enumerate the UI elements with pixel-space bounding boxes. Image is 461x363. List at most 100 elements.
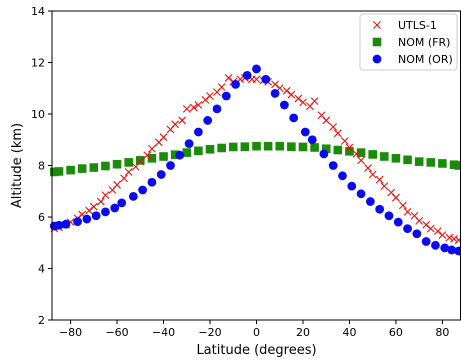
data-point <box>228 142 238 152</box>
data-point <box>184 139 194 149</box>
y-tick-label: 12 <box>31 57 45 70</box>
data-point <box>368 150 377 159</box>
data-point <box>345 147 354 156</box>
data-point <box>380 182 389 190</box>
data-point <box>380 152 389 161</box>
data-point <box>310 143 319 152</box>
data-point <box>271 80 279 89</box>
x-tick-label: 60 <box>389 326 403 339</box>
data-point <box>364 164 372 172</box>
data-point <box>310 97 319 106</box>
legend-marker <box>372 54 382 64</box>
data-point <box>445 233 454 242</box>
data-point <box>263 141 273 151</box>
x-axis-label: Latitude (degrees) <box>196 343 316 358</box>
data-point <box>138 185 148 195</box>
data-point <box>205 144 215 154</box>
data-point <box>352 150 361 158</box>
data-point <box>252 141 261 151</box>
data-point <box>454 161 461 170</box>
data-point <box>201 95 210 104</box>
legend-label: NOM (FR) <box>398 36 450 49</box>
data-point <box>431 240 440 250</box>
legend-marker <box>373 21 381 29</box>
data-point <box>368 170 377 179</box>
data-point <box>333 145 343 155</box>
data-point <box>194 101 203 109</box>
data-point <box>61 219 71 229</box>
y-tick-label: 4 <box>38 263 45 276</box>
data-point <box>212 104 222 114</box>
data-point <box>375 204 385 214</box>
data-point <box>340 137 349 145</box>
data-point <box>252 64 261 74</box>
data-point <box>282 86 291 95</box>
data-point <box>159 133 168 142</box>
data-point <box>171 120 180 129</box>
data-point <box>136 156 145 165</box>
data-point <box>447 245 457 255</box>
data-point <box>50 167 59 177</box>
data-point <box>414 157 424 166</box>
x-axis-ticks: −80 −60 −40 −20 0 20 40 60 80 <box>59 320 449 339</box>
data-point <box>128 192 138 201</box>
data-point <box>91 211 101 221</box>
data-point <box>143 151 152 160</box>
data-point <box>194 127 203 137</box>
data-point <box>392 193 400 202</box>
data-point <box>426 224 435 233</box>
data-point <box>403 207 412 216</box>
data-point <box>329 122 338 131</box>
y-tick-label: 8 <box>38 160 45 173</box>
data-point <box>279 100 289 110</box>
data-point <box>113 180 121 189</box>
data-point <box>438 159 447 168</box>
data-point <box>110 203 120 213</box>
data-point <box>357 156 365 165</box>
data-point <box>189 103 198 112</box>
x-tick-label: −40 <box>152 326 175 339</box>
data-point <box>298 142 308 152</box>
data-point <box>275 141 285 151</box>
data-point <box>124 168 133 176</box>
legend-marker <box>372 37 382 47</box>
data-point <box>117 198 127 208</box>
data-point <box>333 129 342 138</box>
data-point <box>403 155 412 165</box>
data-point <box>96 197 105 206</box>
y-tick-label: 2 <box>38 314 45 327</box>
data-point <box>307 135 317 145</box>
data-point <box>178 116 187 125</box>
data-point <box>454 236 461 245</box>
data-point <box>415 216 424 225</box>
data-point <box>206 92 214 100</box>
data-point <box>365 197 375 206</box>
plot-marks <box>49 64 461 256</box>
data-point <box>438 231 447 239</box>
data-point <box>412 229 422 239</box>
legend: UTLS-1 NOM (FR) NOM (OR) <box>359 13 458 71</box>
data-point <box>384 211 394 221</box>
series-0 <box>50 74 461 245</box>
data-point <box>182 148 192 157</box>
data-point <box>261 74 271 84</box>
x-tick-label: 0 <box>253 326 260 339</box>
data-point <box>375 175 384 184</box>
data-point <box>328 161 338 170</box>
data-point <box>399 201 407 210</box>
data-point <box>112 159 122 169</box>
data-point <box>287 90 296 99</box>
legend-label: NOM (OR) <box>398 53 453 66</box>
x-tick-label: −80 <box>59 326 82 339</box>
data-point <box>287 142 296 152</box>
data-point <box>217 143 226 153</box>
data-point <box>147 153 157 163</box>
data-point <box>54 220 64 230</box>
x-tick-label: −60 <box>105 326 128 339</box>
data-point <box>170 150 180 159</box>
data-point <box>240 142 250 152</box>
y-tick-label: 6 <box>38 211 45 224</box>
data-point <box>217 83 226 91</box>
data-point <box>231 79 240 89</box>
data-point <box>426 158 436 167</box>
